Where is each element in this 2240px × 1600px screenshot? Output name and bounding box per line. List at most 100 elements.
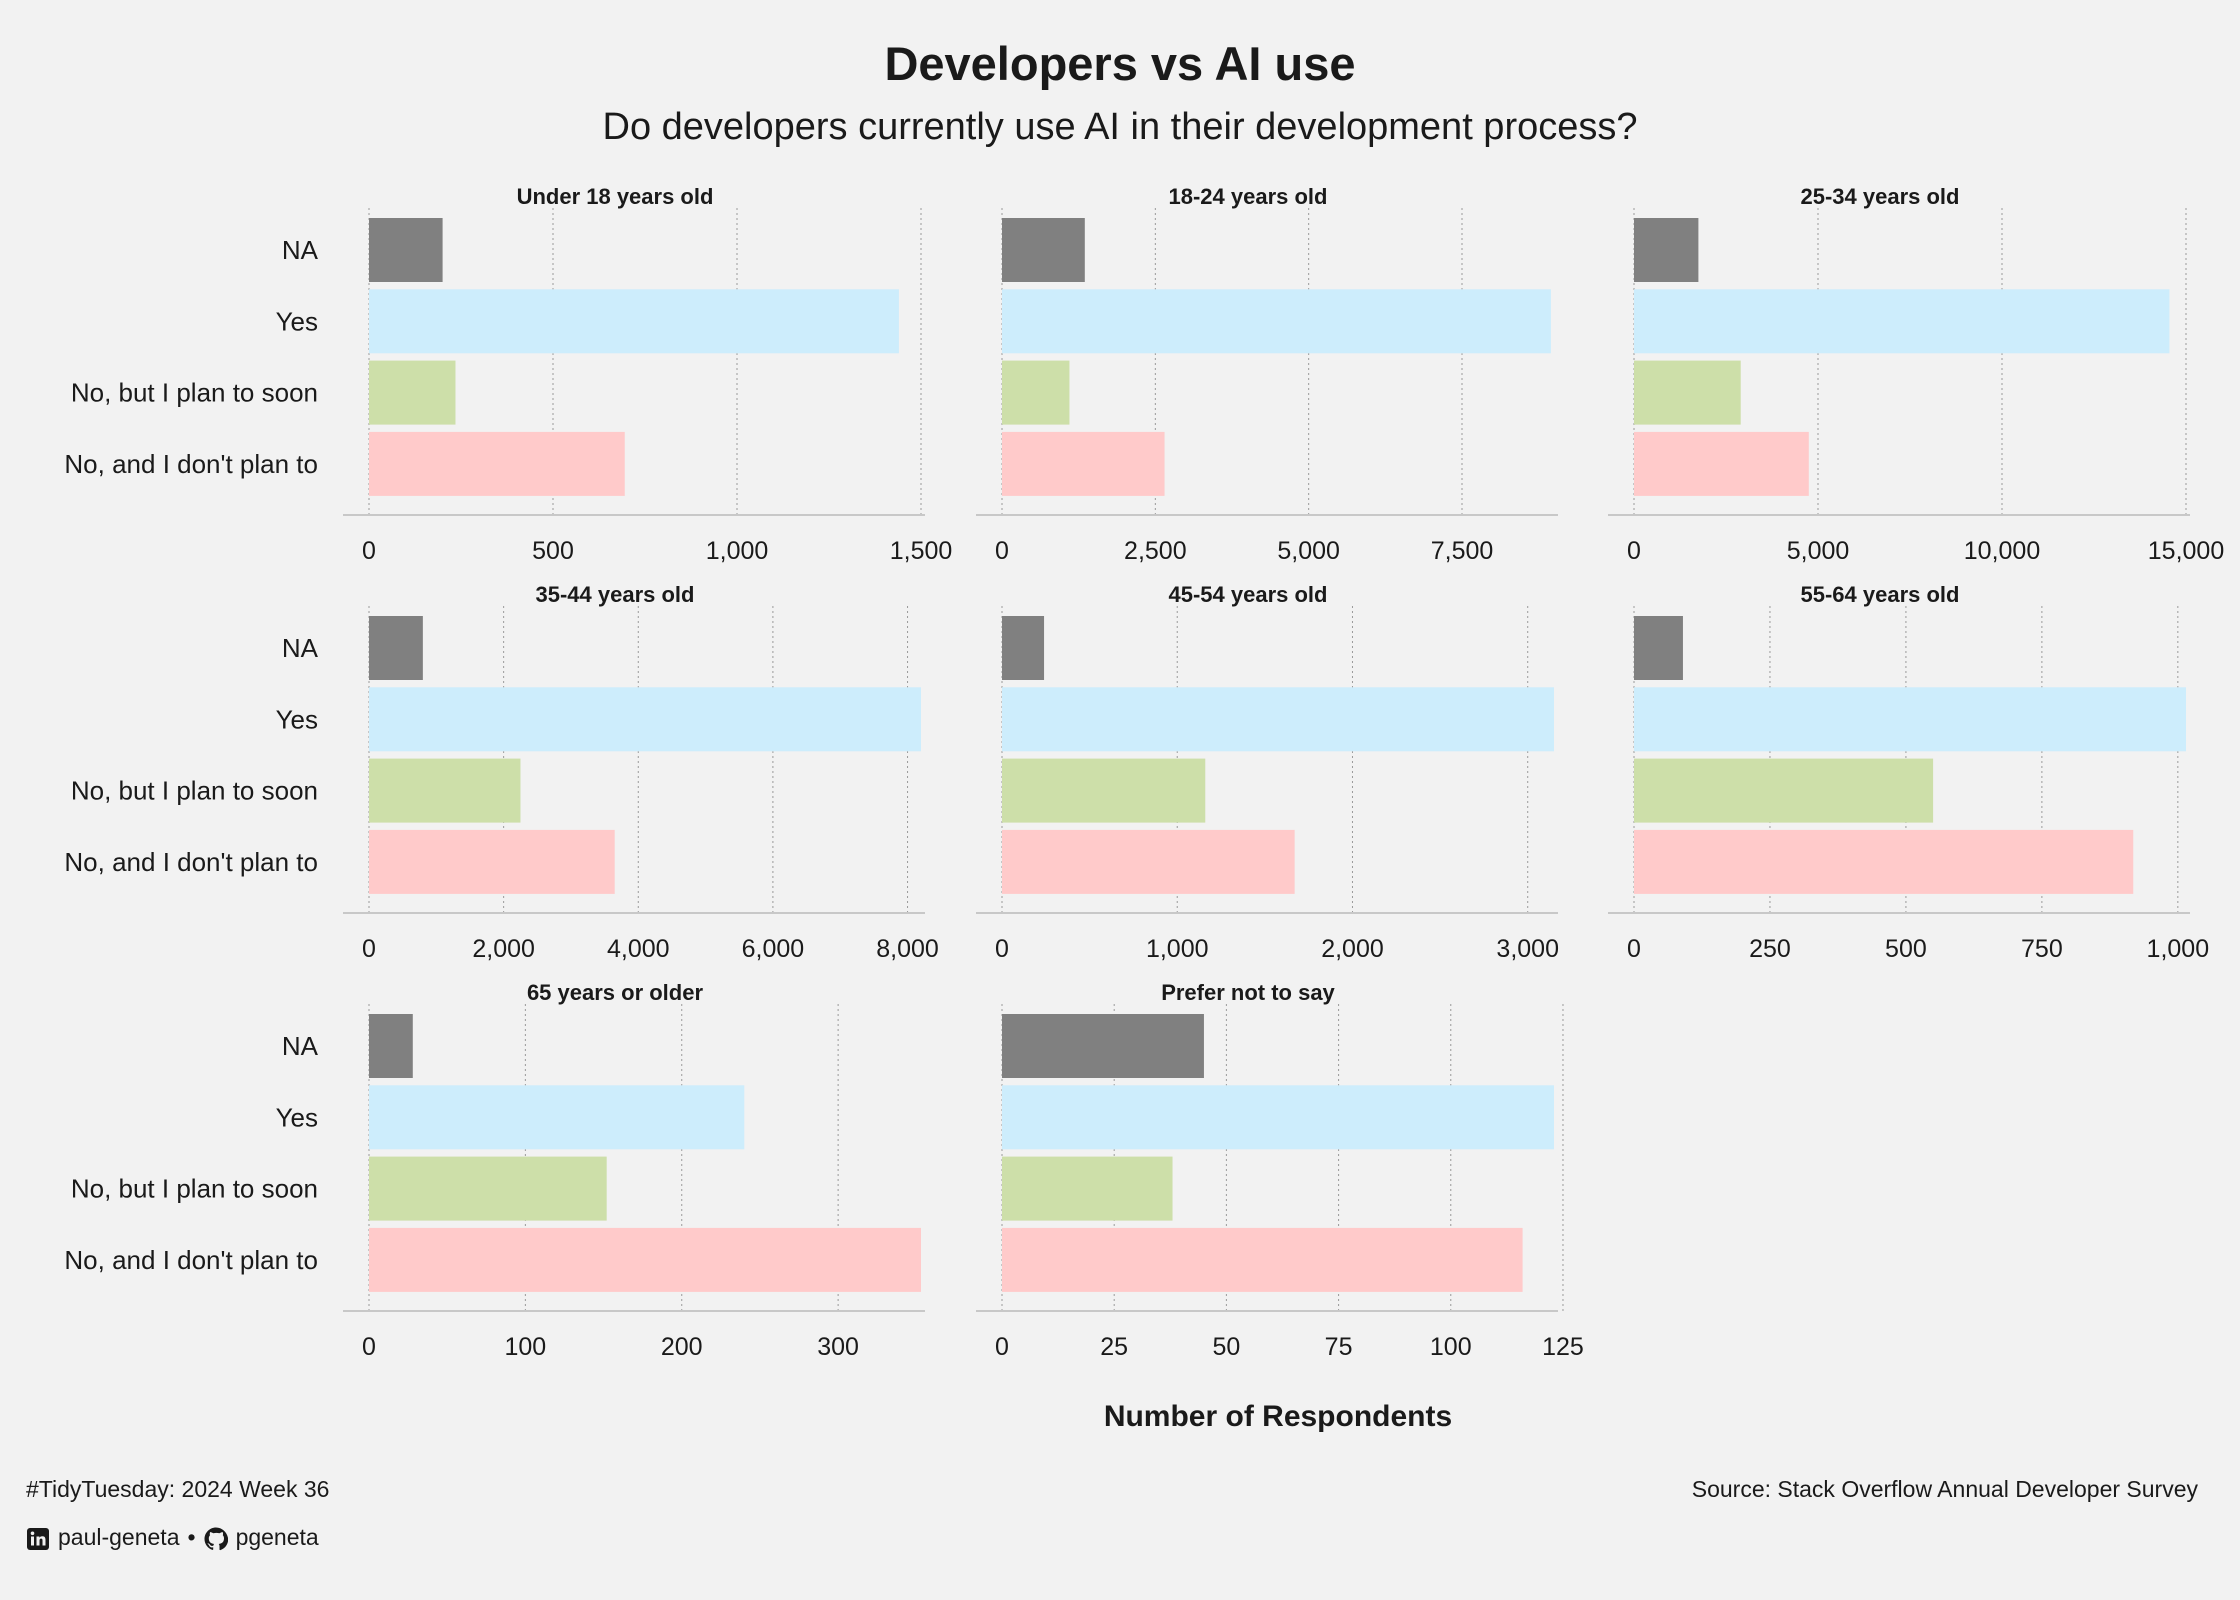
y-category-label: No, but I plan to soon xyxy=(71,776,318,806)
bar-no-and-i-don-t-plan-to xyxy=(369,1227,921,1292)
credits-separator: • xyxy=(187,1524,196,1550)
x-tick-label: 50 xyxy=(1212,1333,1240,1361)
x-tick-label: 100 xyxy=(505,1333,547,1361)
bar-no-and-i-don-t-plan-to xyxy=(1002,829,1295,894)
y-category-label: No, but I plan to soon xyxy=(71,1174,318,1204)
facet-panel: 35-44 years old 0 2,000 4,000 6,000 8,000 NA Ye… xyxy=(64,582,938,963)
x-tick-label: 0 xyxy=(995,1333,1009,1361)
linkedin-icon xyxy=(26,1524,50,1551)
source-caption: Source: Stack Overflow Annual Developer … xyxy=(1691,1476,2198,1502)
facet-title: Under 18 years old xyxy=(517,184,714,209)
bar-yes xyxy=(1002,289,1551,354)
bar-na xyxy=(1002,616,1045,680)
x-tick-label: 500 xyxy=(1885,935,1927,963)
x-tick-label: 6,000 xyxy=(742,935,805,963)
x-tick-label: 2,000 xyxy=(472,935,535,963)
x-tick-label: 1,000 xyxy=(2147,935,2210,963)
bar-yes xyxy=(369,289,899,354)
bar-yes xyxy=(1634,289,2170,354)
x-tick-label: 0 xyxy=(1627,935,1641,963)
facet-panel: 65 years or older 0 100 200 300 NA Yes No, but … xyxy=(64,980,925,1361)
x-tick-label: 0 xyxy=(1627,537,1641,565)
bar-no-and-i-don-t-plan-to xyxy=(1002,431,1165,496)
bar-no-and-i-don-t-plan-to xyxy=(1634,431,1809,496)
x-tick-label: 500 xyxy=(532,537,574,565)
linkedin-handle[interactable]: paul-geneta xyxy=(58,1524,180,1550)
x-tick-label: 10,000 xyxy=(1964,537,2040,565)
bar-na xyxy=(1002,1014,1204,1078)
x-tick-label: 750 xyxy=(2021,935,2063,963)
y-category-label: NA xyxy=(282,1031,319,1061)
facet-panel: 25-34 years old 0 5,000 10,000 15,000 xyxy=(1608,184,2224,565)
facet-panel: 55-64 years old 0 250 500 750 1,000 xyxy=(1608,582,2209,963)
x-tick-label: 0 xyxy=(362,935,376,963)
bar-no-but-i-plan-to-soon xyxy=(369,1156,607,1221)
bar-no-but-i-plan-to-soon xyxy=(1002,1156,1173,1221)
bar-no-but-i-plan-to-soon xyxy=(1002,758,1206,823)
github-icon xyxy=(204,1524,228,1551)
y-category-label: NA xyxy=(282,235,319,265)
facet-title: 65 years or older xyxy=(527,980,704,1005)
y-category-label: No, and I don't plan to xyxy=(64,847,318,877)
x-tick-label: 1,000 xyxy=(706,537,769,565)
bar-na xyxy=(1002,218,1085,282)
y-category-label: No, and I don't plan to xyxy=(64,449,318,479)
bar-na xyxy=(369,616,423,680)
x-tick-label: 1,000 xyxy=(1146,935,1209,963)
y-category-label: Yes xyxy=(276,1102,318,1132)
x-axis-title: Number of Respondents xyxy=(1103,1400,1453,1433)
bar-no-but-i-plan-to-soon xyxy=(369,360,456,425)
bar-yes xyxy=(369,1085,745,1150)
bar-no-and-i-don-t-plan-to xyxy=(369,829,615,894)
bar-no-and-i-don-t-plan-to xyxy=(1634,829,2134,894)
x-tick-label: 25 xyxy=(1100,1333,1128,1361)
bar-yes xyxy=(369,687,921,752)
bar-na xyxy=(1634,218,1699,282)
bar-yes xyxy=(1002,1085,1554,1150)
bar-yes xyxy=(1002,687,1554,752)
author-credits: paul-geneta • pgeneta xyxy=(26,1524,319,1551)
x-tick-label: 8,000 xyxy=(876,935,939,963)
facet-panel: Under 18 years old 0 500 1,000 1,500 NA Yes No,… xyxy=(64,184,952,565)
chart-subtitle: Do developers currently use AI in their … xyxy=(602,106,1638,148)
x-tick-label: 100 xyxy=(1430,1333,1472,1361)
x-tick-label: 0 xyxy=(362,537,376,565)
x-tick-label: 3,000 xyxy=(1496,935,1559,963)
x-tick-label: 0 xyxy=(362,1333,376,1361)
x-tick-label: 7,500 xyxy=(1431,537,1494,565)
tidytuesday-caption: #TidyTuesday: 2024 Week 36 xyxy=(26,1476,330,1502)
x-tick-label: 0 xyxy=(995,537,1009,565)
bar-no-but-i-plan-to-soon xyxy=(1634,360,1741,425)
x-tick-label: 1,500 xyxy=(890,537,953,565)
y-category-label: Yes xyxy=(276,704,318,734)
x-tick-label: 2,000 xyxy=(1321,935,1384,963)
bar-no-but-i-plan-to-soon xyxy=(1002,360,1070,425)
facet-title: 25-34 years old xyxy=(1801,184,1960,209)
x-tick-label: 5,000 xyxy=(1277,537,1340,565)
facet-title: 45-54 years old xyxy=(1169,582,1328,607)
x-tick-label: 250 xyxy=(1749,935,1791,963)
facet-panel: Prefer not to say 0 25 50 75 100 125 xyxy=(976,980,1584,1361)
x-tick-label: 200 xyxy=(661,1333,703,1361)
x-tick-label: 300 xyxy=(817,1333,859,1361)
y-category-label: Yes xyxy=(276,306,318,336)
bar-na xyxy=(369,218,443,282)
x-tick-label: 0 xyxy=(995,935,1009,963)
facet-title: 18-24 years old xyxy=(1169,184,1328,209)
x-tick-label: 2,500 xyxy=(1124,537,1187,565)
facet-title: 55-64 years old xyxy=(1801,582,1960,607)
x-tick-label: 15,000 xyxy=(2148,537,2224,565)
bar-yes xyxy=(1634,687,2186,752)
facet-title: Prefer not to say xyxy=(1161,980,1335,1005)
github-handle[interactable]: pgeneta xyxy=(235,1524,319,1550)
y-category-label: NA xyxy=(282,633,319,663)
facet-panel: 18-24 years old 0 2,500 5,000 7,500 xyxy=(976,184,1558,565)
y-category-label: No, and I don't plan to xyxy=(64,1245,318,1275)
bar-no-but-i-plan-to-soon xyxy=(369,758,521,823)
bar-na xyxy=(369,1014,413,1078)
bar-na xyxy=(1634,616,1683,680)
x-tick-label: 5,000 xyxy=(1787,537,1850,565)
chart-title: Developers vs AI use xyxy=(884,37,1356,90)
bar-no-and-i-don-t-plan-to xyxy=(1002,1227,1523,1292)
